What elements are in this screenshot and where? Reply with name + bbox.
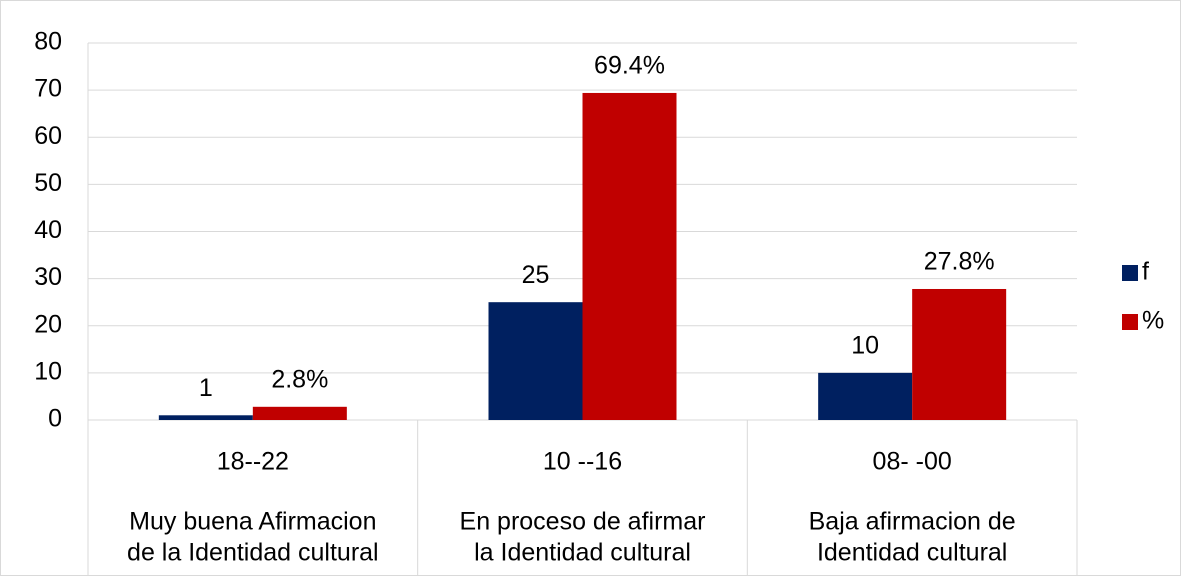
group-label: Baja afirmacion de — [809, 508, 1016, 536]
bar — [818, 372, 913, 420]
y-tick-label: 10 — [34, 357, 62, 385]
data-label: 10 — [851, 331, 879, 359]
data-label: 1 — [199, 374, 213, 402]
y-tick-label: 70 — [34, 75, 62, 103]
data-label: 69.4% — [594, 52, 665, 80]
legend-swatch — [1122, 265, 1138, 281]
y-tick-label: 60 — [34, 122, 62, 150]
legend-swatch — [1122, 314, 1138, 330]
group-label: Muy buena Afirmacion — [129, 508, 376, 536]
y-tick-label: 80 — [34, 28, 62, 56]
y-tick-label: 0 — [48, 405, 62, 433]
y-tick-label: 40 — [34, 216, 62, 244]
group-label: En proceso de afirmar — [460, 508, 706, 536]
group-label: Identidad cultural — [817, 539, 1007, 567]
data-label: 25 — [522, 261, 550, 289]
bar — [252, 406, 347, 420]
data-label: 27.8% — [924, 248, 995, 276]
bar — [158, 415, 253, 420]
y-tick-label: 20 — [34, 310, 62, 338]
bar — [912, 288, 1007, 420]
bar — [488, 302, 583, 420]
bar — [582, 92, 677, 420]
group-label: la Identidad cultural — [474, 539, 691, 567]
x-tick-label: 18--22 — [217, 448, 289, 476]
legend-label: % — [1142, 307, 1164, 335]
data-label: 2.8% — [271, 365, 328, 393]
y-tick-label: 30 — [34, 263, 62, 291]
x-tick-label: 08- -00 — [873, 448, 952, 476]
y-tick-label: 50 — [34, 169, 62, 197]
legend-label: f — [1142, 258, 1149, 286]
group-label: de la Identidad cultural — [127, 539, 379, 567]
x-tick-label: 10 --16 — [543, 448, 622, 476]
